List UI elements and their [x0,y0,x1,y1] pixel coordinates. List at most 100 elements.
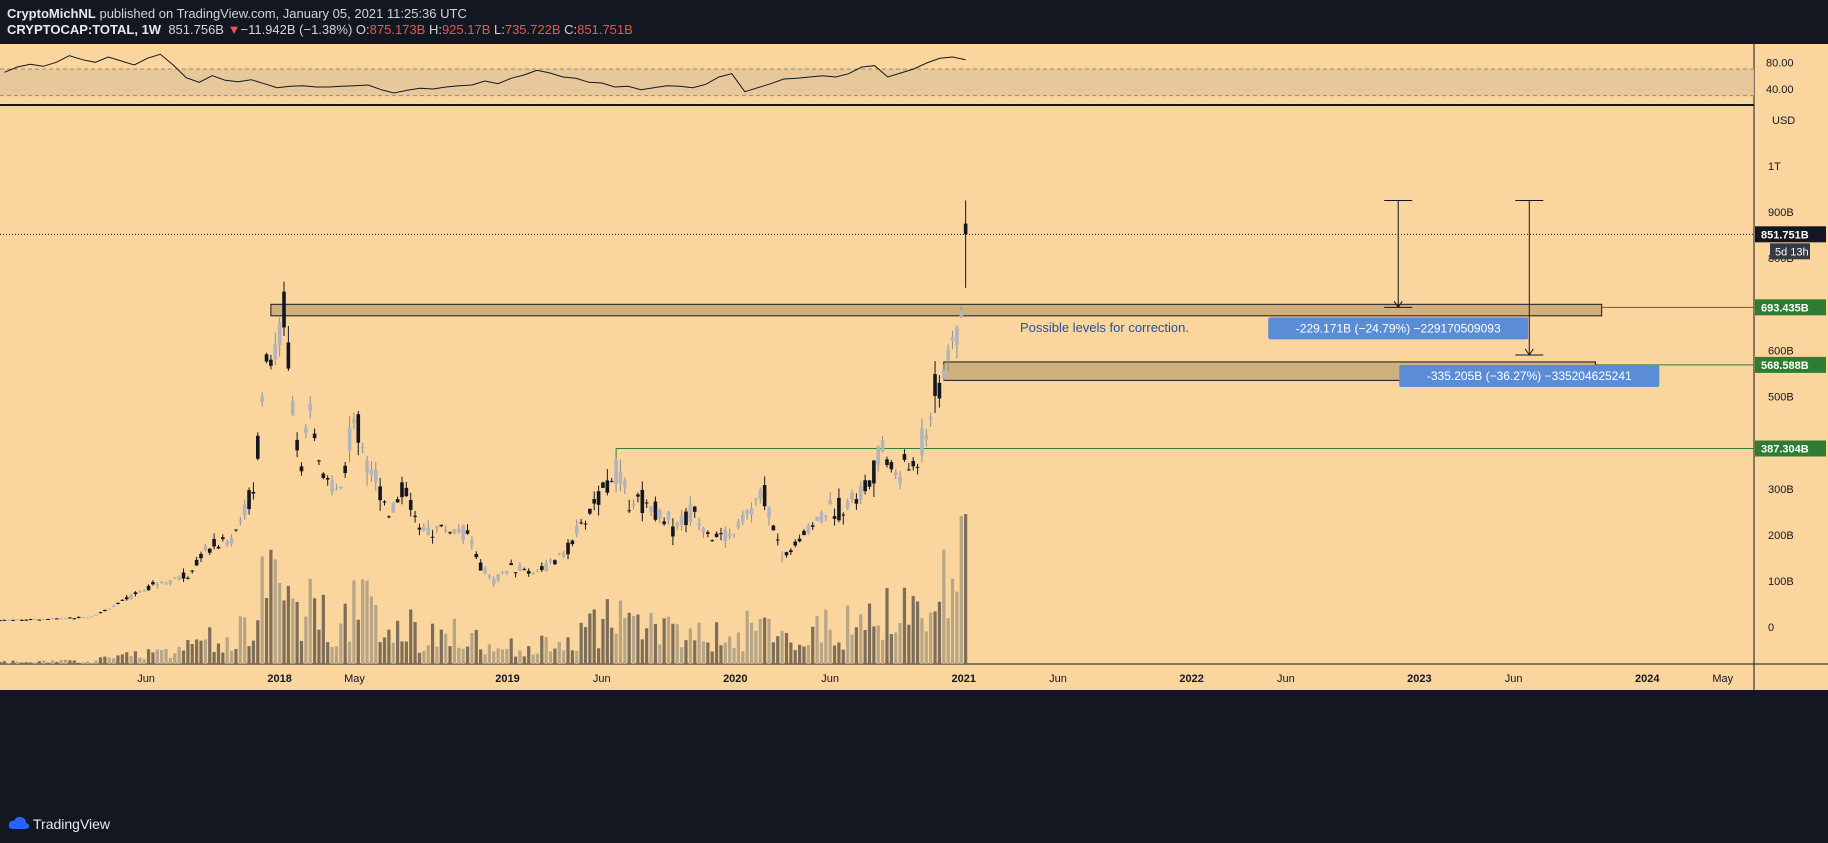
candle [649,506,653,516]
time-tick-label: 2021 [952,673,976,685]
candle [592,491,597,511]
candle [644,499,649,508]
volume-bar [675,624,679,664]
volume-bar [391,642,395,664]
volume-bar [317,629,321,664]
low-value: 735.722B [504,22,561,37]
candle-body [6,619,11,621]
volume-bar [889,634,893,664]
candle [657,508,662,523]
candle [111,604,116,608]
candle-body [588,508,592,514]
candle-body [295,439,299,451]
volume-bar [238,616,242,664]
volume-bar [448,646,452,664]
candle [915,463,920,475]
candle [391,501,396,513]
candle-body [369,470,374,475]
volume-bar [522,656,526,664]
measure-badge-bg [1399,365,1660,388]
candle-body [601,482,605,488]
candle-body [854,499,859,504]
measure-badge-text: -229.171B (−24.79%) −229170509093 [1296,321,1501,335]
volume-bar [24,662,28,664]
candle [627,499,631,514]
candle [0,620,2,622]
candle-body [273,344,278,359]
author-name[interactable]: CryptoMichNL [7,6,96,21]
level-badge-3-text: 387.304B [1761,443,1809,455]
candle [950,330,955,350]
candle [802,529,806,536]
candle-body [745,510,749,515]
candle [50,618,55,620]
candle-body [299,466,304,472]
candle [46,618,50,620]
volume-bar [33,662,37,664]
candle [238,516,243,526]
candle-body [172,577,177,579]
volume-bar [732,648,736,664]
volume-bar [278,583,282,664]
candle [155,582,160,589]
candle-body [500,571,505,573]
chart-canvas[interactable]: 80.0040.000100B200B300B500B600B800B900B1… [0,44,1828,805]
candle [347,415,352,463]
time-tick-label: May [1712,673,1733,685]
candle [837,488,841,523]
volume-bar [859,614,863,664]
volume-bar [457,647,461,664]
candle [365,456,369,487]
candle [194,556,199,567]
volume-bar [173,653,177,664]
candle [767,506,771,526]
volume-bar [461,648,465,664]
volume-bar [55,661,59,664]
price-tick-label: 200B [1768,530,1794,542]
candle [273,332,278,366]
candle-body [828,499,832,505]
candle [618,459,623,492]
candle-body [959,310,964,317]
candle-body [59,618,63,620]
candle [286,325,291,371]
candle-body [880,440,885,452]
candle [863,474,867,495]
candle [269,354,273,370]
candle [382,500,387,506]
candle-body [81,617,85,619]
candle [290,395,295,416]
close-value: 851.751B [577,22,633,37]
candle-body [845,501,850,509]
volume-bar [42,660,46,664]
time-tick-label: Jun [821,673,839,685]
candle-body [780,557,784,559]
candle [828,492,832,505]
down-arrow-icon [1393,301,1403,309]
candle [408,492,413,517]
volume-bar [653,624,658,664]
candle-body [391,503,396,513]
tradingview-brand[interactable]: TradingView [33,816,111,832]
candle-body [596,491,601,505]
measure-badge-text: -335.205B (−36.27%) −335204625241 [1427,369,1632,383]
candle [107,608,112,610]
volume-bar [832,645,837,664]
candle-body [609,481,614,483]
down-arrow-icon [1524,348,1534,356]
candle [360,442,365,454]
volume-bar [286,585,290,664]
candle-body [146,585,151,591]
candle-body [277,321,282,346]
volume-bar [907,624,911,664]
candle [636,492,640,503]
volume-bar [824,609,828,664]
candle-body [723,529,728,542]
candle-body [574,526,579,535]
rsi-band [0,69,1754,96]
candle [513,572,518,578]
level-badge-3-bg [1755,440,1826,457]
candle [955,325,959,359]
symbol-label[interactable]: CRYPTOCAP:TOTAL, 1W [7,22,162,37]
open-label: O: [355,22,370,37]
